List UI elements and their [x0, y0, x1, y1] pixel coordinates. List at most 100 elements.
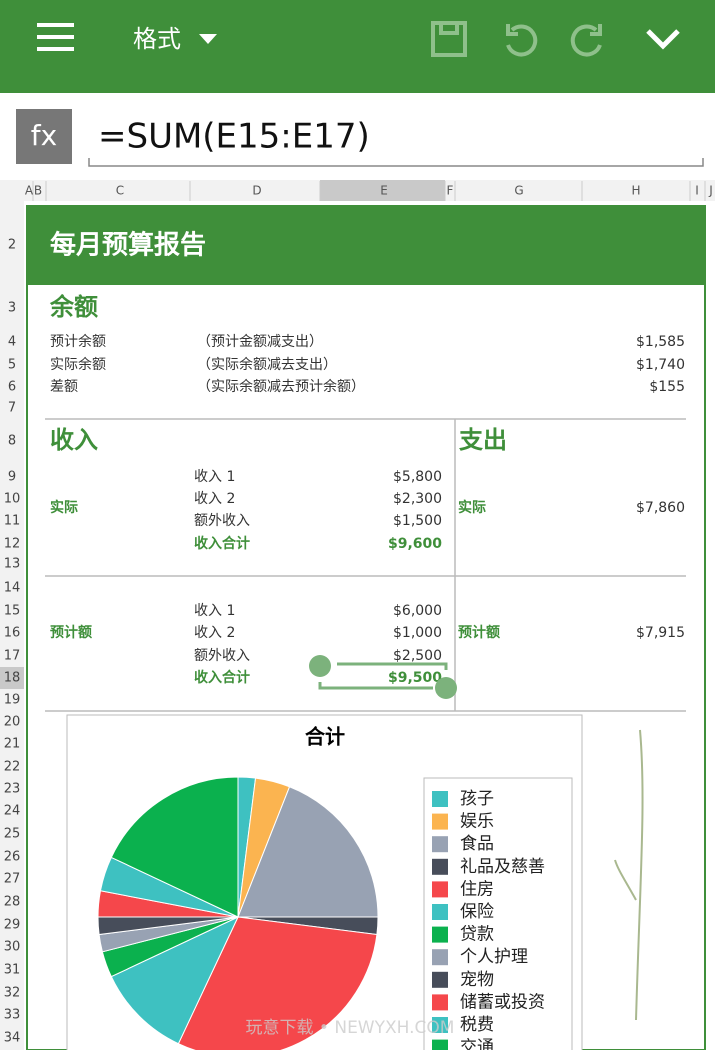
row-header: 23	[4, 782, 21, 797]
row-header: 29	[4, 918, 21, 933]
selected-row	[0, 667, 24, 689]
legend-label: 保险	[460, 902, 494, 922]
redo-button[interactable]	[570, 24, 602, 57]
legend-label: 交通	[460, 1038, 494, 1050]
income-value: $5,800	[393, 469, 442, 485]
legend-swatch	[432, 926, 448, 943]
row-header: 8	[8, 434, 16, 449]
column-header: B	[34, 184, 42, 198]
row-header: 26	[4, 850, 21, 865]
row-header: 22	[4, 760, 21, 775]
column-header: D	[252, 184, 261, 198]
row-header: 17	[4, 649, 21, 664]
row-header: 19	[4, 693, 21, 708]
income-value: $9,500	[388, 670, 442, 686]
row-header: 27	[4, 872, 21, 887]
legend-label: 食品	[460, 834, 494, 854]
legend-label: 宠物	[460, 970, 494, 990]
legend-swatch	[432, 904, 448, 920]
column-header: F	[447, 184, 454, 198]
column-header: I	[695, 184, 699, 198]
income-value: $2,500	[393, 648, 442, 664]
balance-note: （实际余额减去预计余额）	[197, 378, 365, 395]
collapse-button[interactable]	[646, 29, 680, 50]
watermark: 玩意下载 • NEWYXH.COM	[246, 1018, 455, 1038]
expense-row-label: 实际	[458, 499, 486, 516]
legend-swatch	[432, 836, 448, 853]
selection[interactable]	[309, 655, 457, 699]
income-value: $6,000	[393, 603, 442, 619]
legend-label: 贷款	[460, 925, 494, 945]
income-value: $2,300	[393, 491, 442, 507]
row-header-bar	[0, 180, 24, 1050]
legend-swatch	[432, 791, 448, 807]
balance-label: 实际余额	[50, 356, 106, 373]
row-header: 24	[4, 804, 21, 819]
legend-swatch	[432, 1017, 448, 1033]
legend-swatch	[432, 994, 448, 1011]
row-header: 9	[8, 470, 16, 485]
legend-label: 礼品及慈善	[460, 857, 545, 877]
section-heading: 余额	[49, 293, 98, 321]
menu-button[interactable]	[37, 23, 74, 51]
income-item: 收入 2	[194, 625, 235, 641]
legend-swatch	[432, 881, 448, 898]
report-title: 每月预算报告	[50, 230, 206, 261]
column-header: J	[708, 184, 713, 198]
balance-note: （预计金额减支出）	[197, 334, 323, 350]
legend-label: 孩子	[460, 789, 494, 809]
income-item: 额外收入	[194, 648, 250, 664]
income-item: 收入合计	[194, 669, 250, 686]
legend-swatch	[432, 858, 448, 875]
selected-column	[320, 180, 445, 201]
formula-underline	[88, 158, 704, 167]
row-header: 28	[4, 895, 21, 910]
income-value: $1,500	[393, 513, 442, 529]
row-header: 14	[4, 581, 21, 596]
row-header: 10	[4, 492, 21, 507]
row-header: 30	[4, 940, 21, 955]
chart-title: 合计	[305, 725, 345, 749]
legend-label: 娱乐	[460, 812, 494, 832]
income-item: 收入 1	[194, 469, 235, 485]
pie-slice	[237, 786, 379, 918]
row-header: 21	[4, 737, 21, 752]
undo-button[interactable]	[506, 24, 538, 57]
balance-value: $155	[649, 379, 685, 395]
row-header: 15	[4, 604, 21, 619]
save-button[interactable]	[431, 21, 467, 57]
balance-note: （实际余额减去支出）	[197, 356, 337, 373]
legend-label: 储蓄或投资	[460, 992, 545, 1012]
row-header: 6	[8, 380, 16, 395]
separators	[45, 418, 686, 712]
fx-box[interactable]	[16, 109, 72, 164]
income-item: 收入 2	[194, 491, 235, 507]
row-header: 20	[4, 715, 21, 730]
column-header: H	[631, 184, 640, 198]
row-header: 33	[4, 1008, 21, 1023]
dropdown-arrow[interactable]	[199, 34, 217, 44]
column-header: A	[25, 184, 34, 198]
formula-text[interactable]: =SUM(E15:E17)	[98, 117, 370, 157]
section-heading: 支出	[459, 426, 507, 454]
income-item: 收入合计	[194, 535, 250, 552]
format-menu[interactable]: 格式	[133, 25, 181, 53]
section-heading: 收入	[50, 426, 98, 454]
row-header: 3	[8, 301, 16, 316]
legend-swatch	[432, 949, 448, 966]
legend-label: 个人护理	[460, 947, 528, 967]
row-header: 7	[8, 401, 16, 416]
pie-slice	[110, 776, 239, 918]
row-header: 25	[4, 827, 21, 842]
row-header: 5	[8, 358, 16, 373]
row-header: 2	[8, 238, 16, 253]
row-header: 18	[4, 671, 21, 686]
report-banner	[28, 207, 705, 285]
column-header: C	[116, 184, 124, 198]
expense-value: $7,860	[636, 500, 685, 516]
income-value: $1,000	[393, 625, 442, 641]
toolbar	[0, 0, 715, 93]
row-header: 11	[4, 514, 21, 529]
